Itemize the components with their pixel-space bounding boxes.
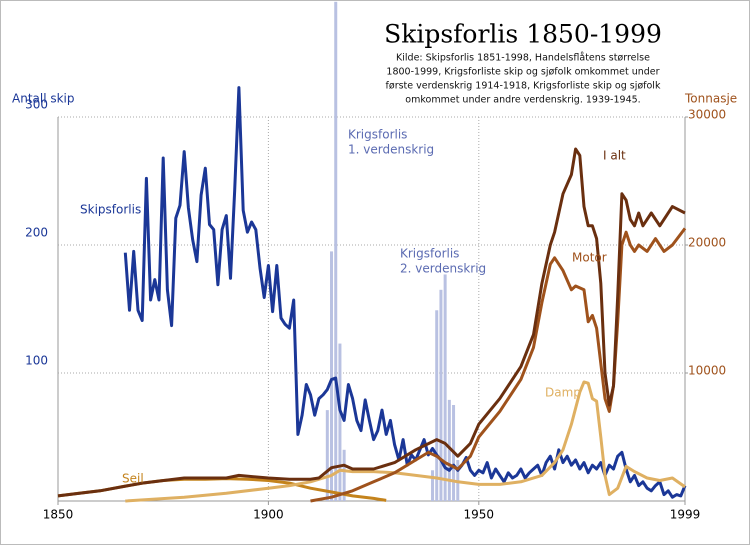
y-axis-title: Antall skip	[12, 92, 75, 106]
y2-axis-title: Tonnasje	[684, 92, 737, 106]
bar	[447, 399, 451, 501]
x-tick-label: 1999	[670, 508, 701, 522]
bar	[439, 289, 443, 501]
subtitle: omkommet under andre verdenskrig. 1939-1…	[405, 95, 640, 106]
bar	[443, 274, 447, 501]
bar	[330, 251, 334, 501]
annotation: 1. verdenskrig	[348, 143, 434, 157]
bar	[342, 449, 346, 501]
series-label: Seil	[122, 472, 144, 486]
y2-tick-label: 30000	[688, 108, 726, 122]
subtitle: 1800-1999, Krigsforliste skip og sjøfolk…	[386, 67, 659, 78]
bar	[334, 1, 338, 502]
line	[57, 147, 686, 498]
bar	[431, 470, 435, 501]
line	[310, 227, 687, 503]
chart-title: Skipsforlis 1850-1999	[384, 20, 662, 49]
y2-tick-label: 10000	[688, 364, 726, 378]
x-tick-label: 1900	[253, 508, 284, 522]
y-tick-label: 100	[25, 354, 48, 368]
y-tick-label: 300	[25, 98, 48, 112]
subtitle: første verdenskrig 1914-1918, Krigsforli…	[386, 81, 661, 92]
x-tick-label: 1850	[43, 508, 74, 522]
bar	[325, 410, 329, 501]
line	[123, 86, 687, 499]
series-label: Motor	[572, 251, 607, 265]
y-tick-label: 200	[25, 226, 48, 240]
bar	[338, 343, 342, 501]
annotation: Krigsforlis	[400, 247, 459, 261]
series-label: I alt	[603, 149, 626, 163]
series-label: Damp	[545, 386, 581, 400]
y2-tick-label: 20000	[688, 236, 726, 250]
annotation: 2. verdenskrig	[400, 262, 486, 276]
series-label: Skipsforlis	[80, 203, 141, 217]
x-tick-label: 1950	[464, 508, 495, 522]
line	[125, 380, 686, 503]
bar	[435, 310, 439, 501]
subtitle: Kilde: Skipsforlis 1851-1998, Handelsflå…	[396, 53, 650, 64]
annotation: Krigsforlis	[348, 128, 407, 142]
